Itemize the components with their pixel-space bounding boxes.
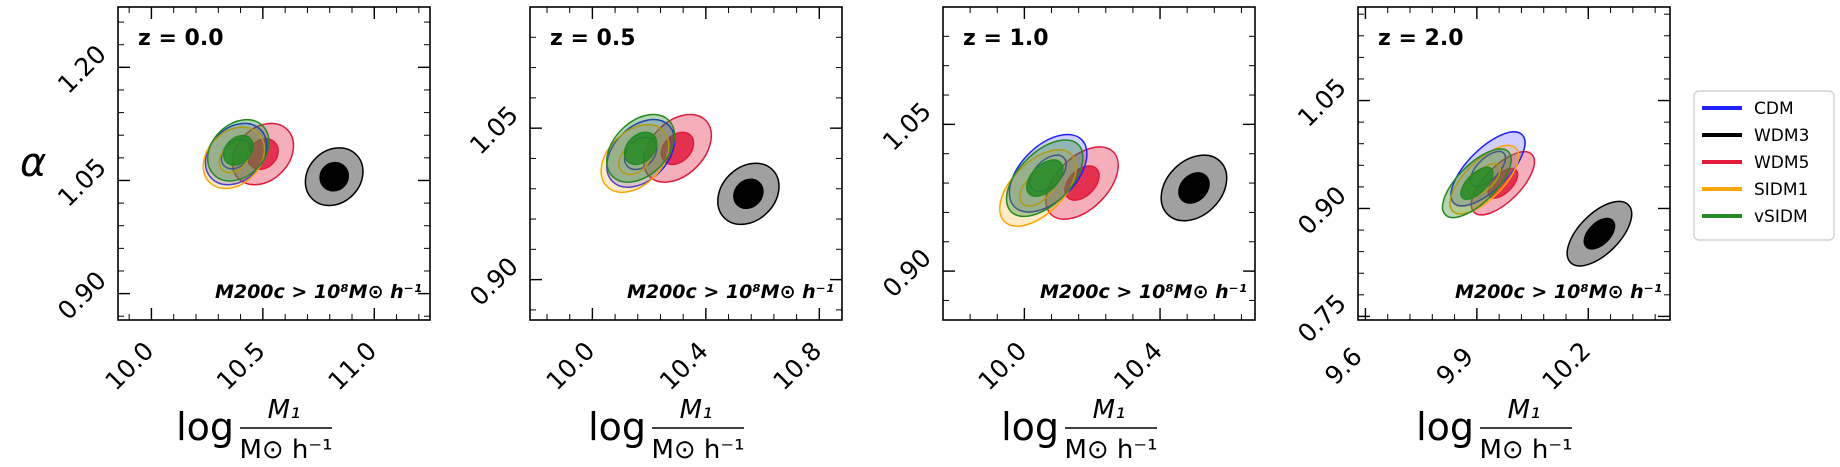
x-axis-label-numerator: M₁ [680, 395, 713, 425]
y-tick-label: 0.90 [52, 266, 112, 326]
panel-4: 9.6 9.9 10.2 0.75 0.90 1.05 z = 2.0 M200c > 10⁸… [1292, 6, 1671, 465]
y-tick-label: 1.05 [877, 96, 937, 156]
mass-threshold-label: M200c > 10⁸M⊙ h⁻¹ [215, 281, 422, 303]
x-axis-label-denominator: M⊙ h⁻¹ [651, 435, 744, 465]
y-tick-label: 1.05 [1292, 73, 1352, 133]
legend: CDM WDM3 WDM5 SIDM1 vSIDM [1693, 90, 1835, 241]
contour-inner-wdm3 [1178, 172, 1210, 204]
y-axis-label: α [20, 140, 46, 186]
legend-box [1693, 90, 1835, 241]
x-axis-label-log: log [1416, 405, 1474, 449]
panel-3: 10.0 10.4 0.90 1.05 z = 1.0 M200c > 10⁸M⊙ h⁻¹… [877, 6, 1256, 465]
redshift-label: z = 1.0 [963, 26, 1049, 51]
x-axis-label-denominator: M⊙ h⁻¹ [1064, 435, 1157, 465]
axes-frame [529, 6, 843, 321]
x-axis-label-log: log [588, 405, 646, 449]
contour-inner-wdm3 [733, 178, 764, 210]
x-axis-label: log M₁ M⊙ h⁻¹ [588, 395, 744, 465]
plot-area [998, 133, 1228, 227]
x-tick-label: 10.0 [99, 336, 159, 396]
y-tick-label: 0.75 [1292, 288, 1352, 348]
contour-inner-wdm3 [319, 161, 350, 192]
y-tick-label: 0.90 [877, 243, 937, 303]
x-axis-label-denominator: M⊙ h⁻¹ [1479, 435, 1572, 465]
contour-inner-wdm5 [1064, 165, 1100, 201]
x-tick-label: 10.0 [540, 336, 600, 396]
plot-area [600, 113, 780, 226]
legend-label-wdm3: WDM3 [1754, 126, 1809, 146]
legend-label-cdm: CDM [1754, 99, 1794, 119]
redshift-label: z = 0.0 [138, 26, 224, 51]
axes-frame [942, 6, 1256, 321]
x-tick-label: 10.4 [654, 336, 714, 396]
y-tick-label: 1.20 [52, 39, 112, 99]
contour-inner-vsidm [1025, 159, 1064, 197]
x-axis-label-log: log [176, 405, 234, 449]
x-tick-label: 10.4 [1108, 336, 1168, 396]
panels: 10.0 10.5 11.0 0.90 1.05 1.20 z = 0.0 M200c > 1… [20, 6, 1671, 465]
x-axis-label-numerator: M₁ [268, 395, 301, 425]
x-tick-label: 10.8 [767, 336, 827, 396]
x-axis-label-numerator: M₁ [1508, 395, 1541, 425]
axes-frame [1357, 6, 1671, 321]
x-tick-label: 9.9 [1431, 342, 1480, 391]
x-tick-label: 10.0 [972, 336, 1032, 396]
redshift-label: z = 2.0 [1378, 26, 1464, 51]
x-axis-label-denominator: M⊙ h⁻¹ [239, 435, 332, 465]
plot-area [1441, 131, 1633, 267]
contour-inner-vsidm [1460, 166, 1494, 200]
x-tick-label: 10.5 [211, 336, 271, 396]
x-tick-label: 9.6 [1319, 342, 1368, 391]
legend-label-vsidm: vSIDM [1754, 207, 1808, 227]
panel-2: 10.0 10.4 10.8 0.90 1.05 z = 0.5 M200c > 10⁸M⊙… [464, 6, 843, 465]
x-axis-label: log M₁ M⊙ h⁻¹ [176, 395, 332, 465]
legend-label-wdm5: WDM5 [1754, 153, 1809, 173]
x-axis-label: log M₁ M⊙ h⁻¹ [1001, 395, 1157, 465]
x-axis-label: log M₁ M⊙ h⁻¹ [1416, 395, 1572, 465]
legend-label-sidm1: SIDM1 [1754, 180, 1808, 200]
contour-inner-wdm3 [1583, 217, 1616, 250]
redshift-label: z = 0.5 [550, 26, 636, 51]
contour-inner-vsidm [623, 131, 658, 166]
plot-area [202, 118, 364, 207]
x-axis-label-log: log [1001, 405, 1059, 449]
x-tick-label: 11.0 [322, 336, 382, 396]
y-tick-label: 1.05 [464, 100, 524, 160]
panel-1: 10.0 10.5 11.0 0.90 1.05 1.20 z = 0.0 M200c > 1… [52, 6, 431, 465]
mass-threshold-label: M200c > 10⁸M⊙ h⁻¹ [627, 281, 834, 303]
mass-threshold-label: M200c > 10⁸M⊙ h⁻¹ [1040, 281, 1247, 303]
y-tick-label: 1.05 [52, 153, 112, 213]
axes-frame [117, 6, 431, 321]
y-tick-label: 0.90 [1292, 181, 1352, 241]
x-axis-label-numerator: M₁ [1093, 395, 1126, 425]
y-tick-label: 0.90 [464, 252, 524, 312]
mass-threshold-label: M200c > 10⁸M⊙ h⁻¹ [1455, 281, 1662, 303]
contour-inner-vsidm [222, 134, 254, 166]
x-tick-label: 10.2 [1536, 336, 1596, 396]
